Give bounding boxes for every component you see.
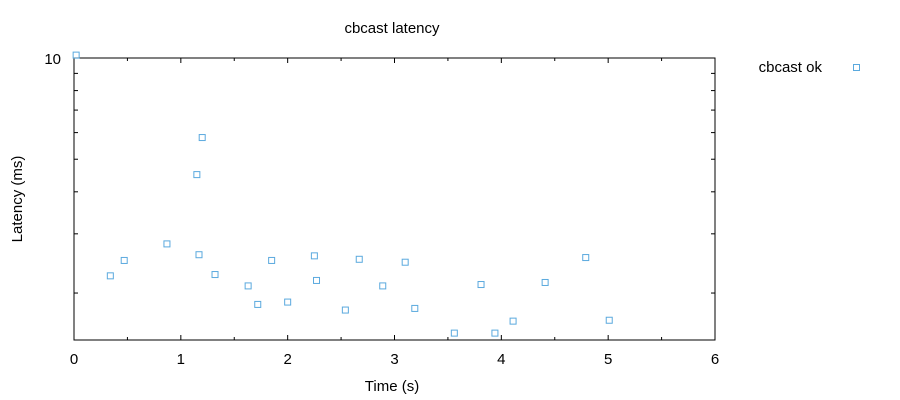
x-tick-label: 6 xyxy=(711,351,719,368)
legend-entry-marker xyxy=(853,64,860,71)
data-point xyxy=(341,306,349,314)
data-point xyxy=(509,317,517,325)
data-point xyxy=(582,254,590,262)
y-axis: 10 xyxy=(44,51,715,294)
x-axis: 0 1 2 3 4 5 6 xyxy=(70,58,719,368)
data-point xyxy=(379,282,387,290)
x-tick-label: 0 xyxy=(70,351,78,368)
data-point xyxy=(198,134,206,142)
data-point xyxy=(163,240,171,248)
x-tick-label: 1 xyxy=(177,351,185,368)
data-point xyxy=(106,272,114,280)
data-point xyxy=(244,282,252,290)
data-point xyxy=(401,258,409,266)
data-point xyxy=(120,256,128,264)
data-point xyxy=(477,281,485,289)
data-point xyxy=(411,304,419,312)
data-points xyxy=(72,51,613,337)
y-axis-label: Latency (ms) xyxy=(9,156,26,243)
data-point xyxy=(254,300,262,308)
data-point xyxy=(541,278,549,286)
data-point xyxy=(310,252,318,260)
data-point xyxy=(193,171,201,179)
data-point xyxy=(605,316,613,324)
x-tick-label: 2 xyxy=(283,351,291,368)
data-point xyxy=(313,276,321,284)
x-axis-label: Time (s) xyxy=(365,378,419,395)
x-tick-label: 5 xyxy=(604,351,612,368)
x-tick-label: 3 xyxy=(390,351,398,368)
x-tick-label: 4 xyxy=(497,351,505,368)
data-point xyxy=(195,251,203,259)
chart-title: cbcast latency xyxy=(344,20,440,37)
y-tick-label: 10 xyxy=(44,51,61,68)
data-point xyxy=(211,271,219,279)
data-point xyxy=(268,256,276,264)
data-point xyxy=(284,298,292,306)
plot-frame xyxy=(73,57,716,341)
data-point xyxy=(491,329,499,337)
legend: cbcast ok xyxy=(759,59,860,76)
legend-entry-label: cbcast ok xyxy=(759,59,823,76)
data-point xyxy=(72,51,80,59)
data-point xyxy=(450,329,458,337)
data-point xyxy=(355,255,363,263)
